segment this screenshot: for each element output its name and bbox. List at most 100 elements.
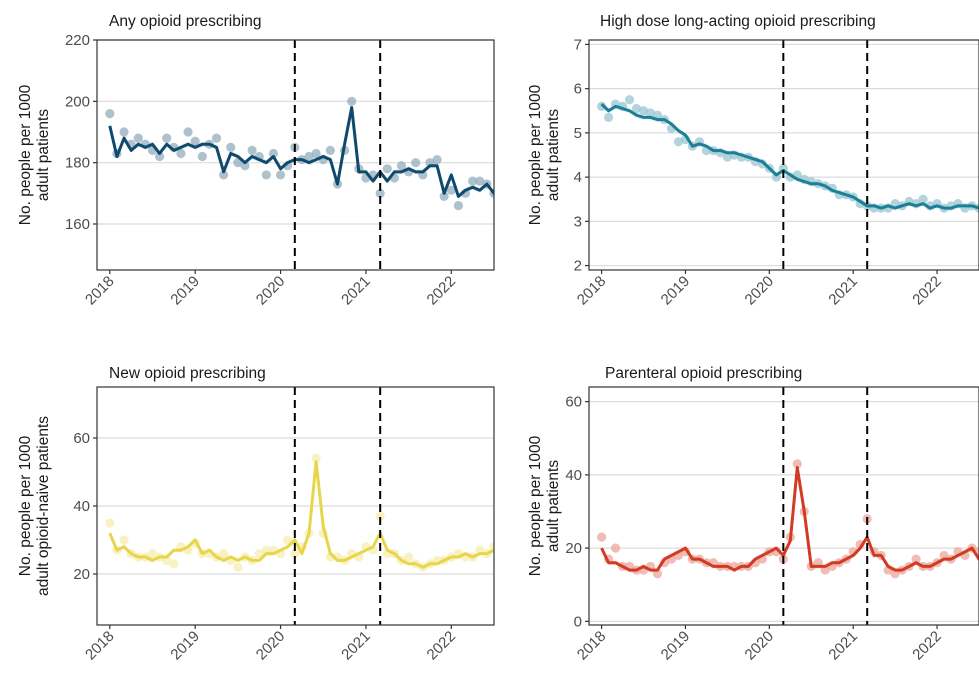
y-tick-label: 160 [65, 216, 90, 233]
series-line [600, 103, 979, 210]
x-tick-label: 2018 [82, 273, 118, 309]
data-point [211, 133, 222, 143]
y-tick-label: 220 [65, 32, 90, 49]
data-point [475, 176, 485, 186]
data-point [162, 133, 172, 143]
data-point [518, 176, 527, 185]
y-tick-label: 200 [65, 93, 90, 110]
data-point [411, 158, 421, 168]
data-point [119, 127, 129, 137]
y-axis-title: No. people per 1000 [17, 435, 34, 576]
data-point [347, 96, 357, 106]
y-tick-label: 4 [574, 169, 582, 186]
data-point [511, 556, 520, 565]
data-point [404, 552, 414, 562]
series-line [108, 460, 494, 569]
x-tick-label: 2019 [658, 628, 694, 664]
data-point [638, 106, 649, 116]
data-point [183, 127, 193, 137]
data-point [233, 562, 243, 572]
data-point [105, 518, 115, 528]
x-tick-label: 2018 [574, 273, 610, 309]
x-tick-label: 2022 [909, 273, 945, 309]
panel-title: High dose long-acting opioid prescribing [600, 13, 876, 30]
data-point [176, 148, 186, 159]
y-tick-label: 20 [565, 540, 582, 557]
data-point [596, 101, 607, 111]
data-point [119, 535, 129, 545]
data-point [311, 148, 321, 159]
y-axis-title: No. people per 1000 [527, 84, 544, 225]
data-point [645, 108, 656, 118]
x-tick-label: 2018 [82, 628, 118, 664]
panel-border [588, 386, 979, 626]
data-point [290, 549, 300, 559]
data-point [504, 552, 513, 561]
data-point [197, 151, 207, 162]
chart-panel-4: 0 20 40 60 2018 2019 2020 2021 2022 Parenteral op… [527, 365, 979, 663]
data-point [603, 112, 614, 123]
data-point [382, 164, 392, 174]
data-point [568, 198, 577, 207]
y-tick-label: 0 [574, 613, 582, 630]
data-point [219, 170, 229, 180]
data-point [155, 151, 165, 162]
y-tick-label: 40 [565, 467, 582, 484]
panel-title: New opioid prescribing [109, 365, 266, 382]
y-tick-label: 2 [574, 258, 582, 275]
x-tick-label: 2020 [253, 273, 289, 309]
x-tick-label: 2019 [167, 628, 203, 664]
y-tick-label: 20 [73, 566, 90, 583]
x-tick-label: 2020 [742, 273, 778, 309]
data-point [792, 459, 802, 469]
y-tick-label: 3 [574, 213, 582, 230]
data-point [504, 189, 513, 198]
y-axis-title: adult opioid-naive patients [35, 416, 52, 596]
x-tick-label: 2021 [825, 273, 861, 309]
x-tick-label: 2020 [253, 628, 289, 664]
data-point [325, 145, 335, 155]
data-point [226, 142, 236, 152]
data-point [673, 137, 684, 147]
confidence-band [601, 464, 979, 573]
x-tick-label: 2021 [825, 628, 861, 664]
data-point [105, 109, 115, 119]
y-tick-label: 7 [574, 36, 582, 53]
x-tick-label: 2020 [742, 628, 778, 664]
data-point [375, 188, 385, 198]
panel-border [96, 39, 495, 271]
data-point [311, 453, 321, 463]
data-point [147, 549, 158, 559]
x-tick-label: 2022 [424, 273, 460, 309]
x-tick-label: 2018 [574, 628, 610, 664]
data-point [240, 161, 250, 171]
panel-title: Any opioid prescribing [109, 13, 262, 30]
y-tick-label: 60 [565, 394, 582, 411]
data-point [247, 145, 257, 155]
data-point [610, 543, 621, 553]
data-point [439, 191, 449, 201]
data-point [918, 194, 928, 204]
data-point [631, 103, 642, 114]
series-line [108, 105, 494, 198]
x-tick-label: 2021 [338, 273, 374, 309]
y-axis-title: No. people per 1000 [527, 435, 544, 576]
y-tick-label: 5 [574, 125, 582, 142]
data-point [254, 549, 264, 559]
data-point [219, 549, 229, 559]
y-axis-title: adult patients [35, 109, 52, 201]
data-point [283, 535, 293, 545]
chart-panel-3: 20 40 60 2018 2019 2020 2021 2022 New opioid pre… [17, 365, 527, 664]
data-point [511, 186, 520, 195]
data-point [275, 170, 286, 180]
data-point [375, 511, 385, 521]
data-point [133, 133, 143, 143]
data-point [518, 556, 527, 565]
x-tick-label: 2019 [167, 273, 203, 309]
data-point [722, 152, 732, 162]
y-tick-label: 180 [65, 155, 90, 172]
data-point [432, 155, 442, 165]
y-tick-label: 40 [73, 498, 90, 515]
x-tick-label: 2022 [909, 628, 945, 664]
